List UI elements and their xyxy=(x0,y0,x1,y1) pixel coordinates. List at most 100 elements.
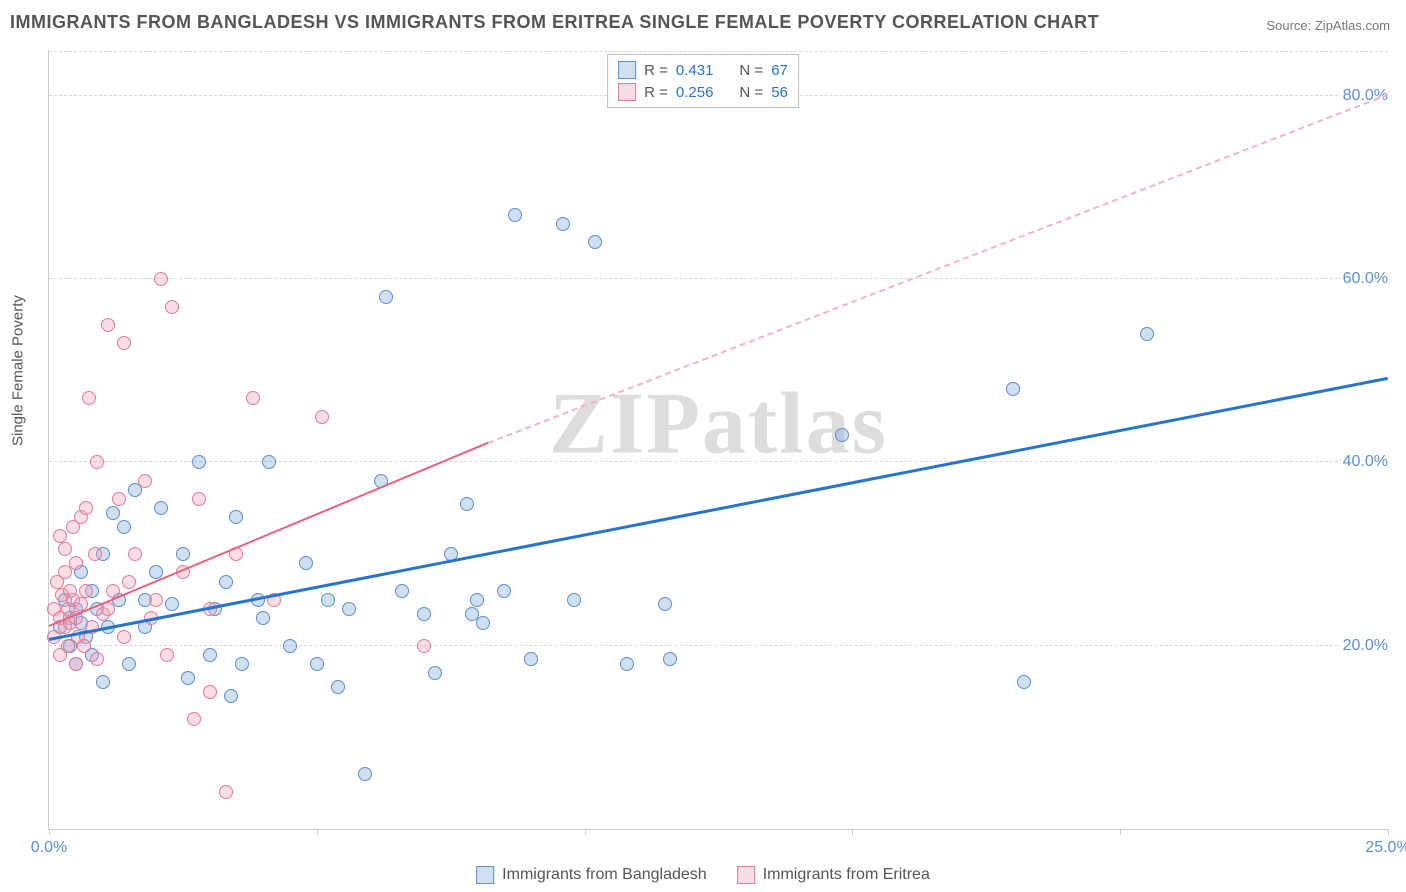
data-point xyxy=(497,584,511,598)
data-point xyxy=(154,272,168,286)
data-point xyxy=(112,492,126,506)
data-point xyxy=(165,597,179,611)
data-point xyxy=(128,547,142,561)
data-point xyxy=(1140,327,1154,341)
data-point xyxy=(315,410,329,424)
data-point xyxy=(203,685,217,699)
data-point xyxy=(96,675,110,689)
data-point xyxy=(417,639,431,653)
x-tick xyxy=(317,829,318,835)
data-point xyxy=(588,235,602,249)
data-point xyxy=(246,391,260,405)
data-point xyxy=(117,520,131,534)
data-point xyxy=(88,547,102,561)
trend-line xyxy=(49,377,1389,641)
data-point xyxy=(460,497,474,511)
data-point xyxy=(379,290,393,304)
legend-row: R = 0.431 N = 67 xyxy=(618,59,788,81)
x-tick xyxy=(1388,829,1389,835)
data-point xyxy=(524,652,538,666)
data-point xyxy=(192,492,206,506)
n-value: 67 xyxy=(771,62,788,79)
data-point xyxy=(428,666,442,680)
data-point xyxy=(149,593,163,607)
chart-container: IMMIGRANTS FROM BANGLADESH VS IMMIGRANTS… xyxy=(0,0,1406,892)
data-point xyxy=(69,556,83,570)
data-point xyxy=(181,671,195,685)
data-point xyxy=(176,547,190,561)
data-point xyxy=(165,300,179,314)
data-point xyxy=(508,208,522,222)
source-label: Source: ZipAtlas.com xyxy=(1266,18,1390,33)
swatch-bangladesh xyxy=(618,61,636,79)
data-point xyxy=(358,767,372,781)
data-point xyxy=(122,575,136,589)
plot-area: ZIPatlas 20.0%40.0%60.0%80.0%0.0%25.0% xyxy=(48,50,1388,830)
data-point xyxy=(90,652,104,666)
data-point xyxy=(154,501,168,515)
r-label: R = xyxy=(644,62,668,79)
gridline xyxy=(49,278,1388,279)
data-point xyxy=(117,336,131,350)
legend-label: Immigrants from Bangladesh xyxy=(502,866,707,884)
r-value: 0.256 xyxy=(676,84,714,101)
data-point xyxy=(658,597,672,611)
data-point xyxy=(567,593,581,607)
n-label: N = xyxy=(739,62,763,79)
data-point xyxy=(187,712,201,726)
n-label: N = xyxy=(739,84,763,101)
data-point xyxy=(82,391,96,405)
x-tick xyxy=(585,829,586,835)
data-point xyxy=(160,648,174,662)
r-value: 0.431 xyxy=(676,62,714,79)
data-point xyxy=(395,584,409,598)
data-point xyxy=(229,510,243,524)
data-point xyxy=(620,657,634,671)
gridline xyxy=(49,461,1388,462)
correlation-legend: R = 0.431 N = 67 R = 0.256 N = 56 xyxy=(607,54,799,108)
data-point xyxy=(283,639,297,653)
data-point xyxy=(1006,382,1020,396)
data-point xyxy=(90,455,104,469)
data-point xyxy=(106,506,120,520)
data-point xyxy=(219,785,233,799)
data-point xyxy=(138,474,152,488)
data-point xyxy=(101,318,115,332)
series-legend: Immigrants from Bangladesh Immigrants fr… xyxy=(476,866,930,884)
data-point xyxy=(663,652,677,666)
data-point xyxy=(69,657,83,671)
swatch-eritrea xyxy=(618,83,636,101)
data-point xyxy=(342,602,356,616)
data-point xyxy=(122,657,136,671)
data-point xyxy=(556,217,570,231)
data-point xyxy=(53,529,67,543)
data-point xyxy=(299,556,313,570)
legend-item: Immigrants from Bangladesh xyxy=(476,866,707,884)
data-point xyxy=(79,501,93,515)
y-tick-label: 20.0% xyxy=(1341,637,1390,655)
data-point xyxy=(79,584,93,598)
data-point xyxy=(331,680,345,694)
data-point xyxy=(203,648,217,662)
legend-row: R = 0.256 N = 56 xyxy=(618,81,788,103)
data-point xyxy=(224,689,238,703)
data-point xyxy=(235,657,249,671)
data-point xyxy=(256,611,270,625)
y-tick-label: 40.0% xyxy=(1341,453,1390,471)
data-point xyxy=(77,639,91,653)
x-tick-label: 0.0% xyxy=(31,839,67,857)
data-point xyxy=(262,455,276,469)
data-point xyxy=(219,575,233,589)
data-point xyxy=(1017,675,1031,689)
y-tick-label: 60.0% xyxy=(1341,270,1390,288)
data-point xyxy=(470,593,484,607)
data-point xyxy=(835,428,849,442)
x-tick xyxy=(49,829,50,835)
watermark: ZIPatlas xyxy=(549,373,888,474)
data-point xyxy=(58,542,72,556)
x-tick-label: 25.0% xyxy=(1365,839,1406,857)
data-point xyxy=(417,607,431,621)
data-point xyxy=(117,630,131,644)
data-point xyxy=(321,593,335,607)
chart-title: IMMIGRANTS FROM BANGLADESH VS IMMIGRANTS… xyxy=(10,12,1099,33)
